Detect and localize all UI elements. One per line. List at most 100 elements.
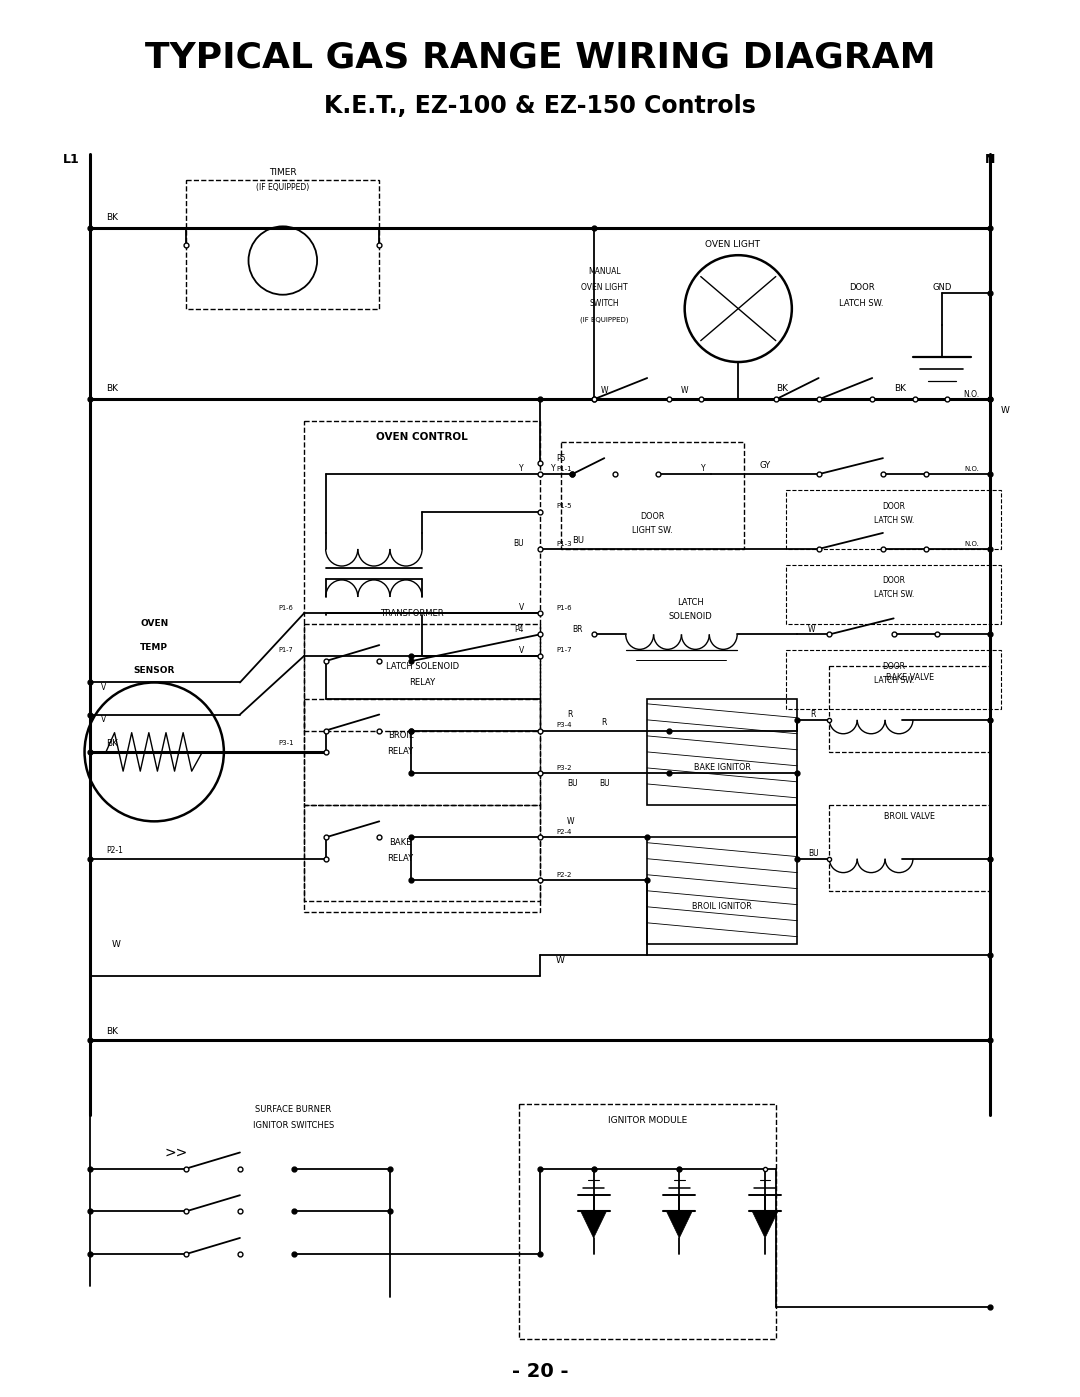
Text: LATCH SOLENOID: LATCH SOLENOID (386, 662, 459, 671)
Text: (IF EQUIPPED): (IF EQUIPPED) (256, 183, 310, 193)
Text: P1-7: P1-7 (279, 647, 294, 654)
Text: GY: GY (759, 461, 771, 471)
Text: W: W (808, 624, 815, 634)
Bar (305, 420, 540, 901)
Text: W: W (111, 940, 120, 949)
Text: BK: BK (893, 384, 906, 393)
Text: >>: >> (164, 1146, 187, 1160)
Text: BU: BU (513, 539, 524, 548)
Text: P2-4: P2-4 (556, 828, 571, 835)
Text: MANUAL: MANUAL (588, 267, 621, 275)
Text: IGNITOR MODULE: IGNITOR MODULE (608, 1116, 687, 1125)
Bar (562, 441, 744, 549)
Text: GND: GND (932, 282, 951, 292)
Text: P1-3: P1-3 (556, 541, 571, 546)
Text: BK: BK (106, 384, 118, 393)
Text: BU: BU (808, 849, 819, 858)
Bar (305, 805, 540, 912)
Text: DOOR: DOOR (882, 502, 905, 511)
Text: LATCH: LATCH (677, 598, 703, 606)
Text: SURFACE BURNER: SURFACE BURNER (256, 1105, 332, 1115)
Text: R: R (567, 710, 572, 719)
Text: P1-6: P1-6 (279, 605, 294, 610)
Text: OVEN LIGHT: OVEN LIGHT (705, 240, 760, 249)
Text: P3-4: P3-4 (556, 722, 571, 728)
Text: W: W (680, 387, 688, 395)
Text: P4: P4 (514, 624, 524, 634)
Bar (305, 623, 540, 731)
Text: LATCH SW.: LATCH SW. (874, 591, 914, 599)
Text: N.O.: N.O. (963, 390, 980, 398)
Bar (187, 180, 379, 309)
Text: P5: P5 (556, 454, 566, 462)
Text: LATCH SW.: LATCH SW. (874, 515, 914, 525)
Text: BROIL VALVE: BROIL VALVE (885, 812, 935, 820)
Text: RELAY: RELAY (409, 678, 435, 687)
Text: TIMER: TIMER (269, 169, 297, 177)
Bar (829, 805, 990, 891)
Text: P3-2: P3-2 (556, 766, 571, 771)
Text: BROIL IGNITOR: BROIL IGNITOR (692, 902, 752, 911)
Text: Y: Y (519, 464, 524, 474)
Text: R: R (602, 718, 607, 726)
Text: P2-2: P2-2 (556, 872, 571, 877)
Text: BR: BR (572, 624, 582, 634)
Text: TEMP: TEMP (140, 643, 168, 652)
Text: BK: BK (106, 1027, 118, 1037)
Bar (786, 651, 1001, 710)
Polygon shape (581, 1211, 607, 1238)
Text: P1-1: P1-1 (556, 465, 571, 472)
Text: RELAY: RELAY (388, 747, 414, 756)
Text: BAKE IGNITOR: BAKE IGNITOR (693, 763, 751, 773)
Text: W: W (1001, 405, 1010, 415)
Text: Y: Y (552, 464, 556, 474)
Bar (518, 1105, 775, 1340)
Text: LATCH SW.: LATCH SW. (874, 676, 914, 685)
Text: N.O.: N.O. (964, 465, 980, 472)
Text: W: W (600, 387, 608, 395)
Text: RELAY: RELAY (388, 854, 414, 863)
Text: P1-6: P1-6 (556, 605, 571, 610)
Bar (829, 666, 990, 752)
Text: V: V (518, 645, 524, 655)
Text: BK: BK (106, 214, 118, 222)
Text: DOOR: DOOR (849, 282, 875, 292)
Text: - 20 -: - 20 - (512, 1362, 568, 1382)
Text: LATCH SW.: LATCH SW. (839, 299, 883, 307)
Text: P1-5: P1-5 (556, 503, 571, 510)
Text: P1-7: P1-7 (556, 647, 571, 654)
Text: LIGHT SW.: LIGHT SW. (632, 527, 673, 535)
Text: V: V (100, 683, 106, 693)
Text: V: V (518, 604, 524, 612)
Text: BROIL: BROIL (388, 732, 414, 740)
Polygon shape (752, 1211, 778, 1238)
Text: BAKE: BAKE (390, 838, 411, 847)
Text: DOOR: DOOR (640, 513, 664, 521)
Text: SENSOR: SENSOR (134, 666, 175, 675)
Text: TRANSFORMER: TRANSFORMER (379, 609, 443, 617)
Text: K.E.T., EZ-100 & EZ-150 Controls: K.E.T., EZ-100 & EZ-150 Controls (324, 94, 756, 117)
Text: P3-1: P3-1 (278, 740, 294, 746)
Text: TYPICAL GAS RANGE WIRING DIAGRAM: TYPICAL GAS RANGE WIRING DIAGRAM (145, 41, 935, 74)
Text: L1: L1 (63, 152, 80, 166)
Text: V: V (100, 715, 106, 725)
Text: W: W (556, 956, 565, 965)
Bar (786, 564, 1001, 623)
Text: OVEN LIGHT: OVEN LIGHT (581, 282, 627, 292)
Bar (647, 837, 797, 944)
Bar (305, 698, 540, 805)
Text: OVEN: OVEN (140, 619, 168, 629)
Text: W: W (567, 817, 575, 826)
Text: BU: BU (567, 780, 578, 788)
Text: Y: Y (701, 464, 705, 474)
Bar (786, 490, 1001, 549)
Text: DOOR: DOOR (882, 577, 905, 585)
Text: R: R (811, 710, 816, 719)
Text: SWITCH: SWITCH (590, 299, 619, 307)
Text: N: N (985, 152, 995, 166)
Text: BU: BU (572, 536, 584, 545)
Text: BU: BU (599, 780, 609, 788)
Text: BAKE VALVE: BAKE VALVE (886, 672, 934, 682)
Text: P2-1: P2-1 (106, 845, 123, 855)
Text: BK: BK (106, 739, 118, 747)
